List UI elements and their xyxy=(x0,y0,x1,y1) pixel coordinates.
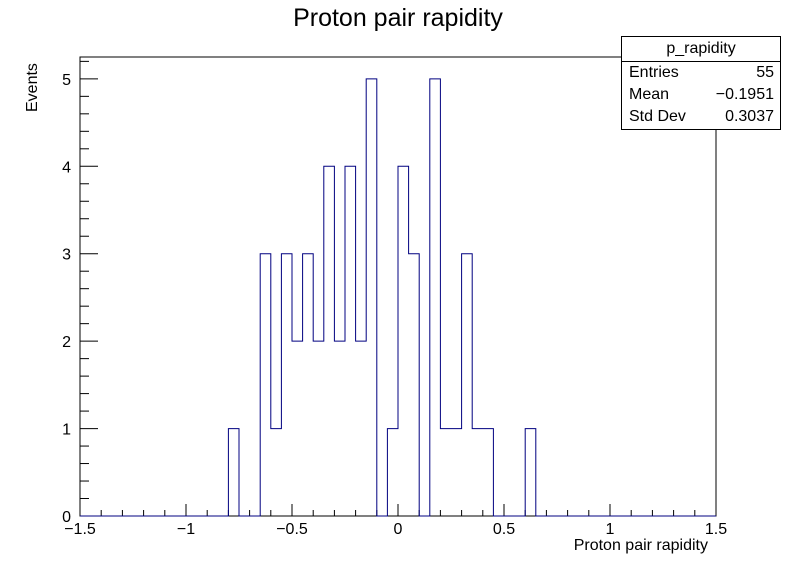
histogram-bin xyxy=(356,341,367,516)
x-tick-label: −0.5 xyxy=(276,521,308,538)
x-axis-label: Proton pair rapidity xyxy=(573,537,708,554)
y-tick-label: 1 xyxy=(62,422,71,439)
histogram-bin xyxy=(483,429,494,516)
x-tick-label: 0.5 xyxy=(493,521,515,538)
stats-entries-value: 55 xyxy=(756,64,774,81)
histogram-bin xyxy=(260,254,271,516)
stats-entries-label: Entries xyxy=(629,64,679,81)
x-tick-label: 1.5 xyxy=(705,521,727,538)
x-tick-label: −1 xyxy=(177,521,195,538)
stats-stddev-value: 0.3037 xyxy=(725,108,774,125)
histogram-bin xyxy=(430,79,441,516)
histogram-bin xyxy=(281,254,292,516)
y-tick-label: 5 xyxy=(62,72,71,89)
stats-entries-row: Entries 55 xyxy=(622,62,780,84)
histogram-bin xyxy=(345,166,356,516)
histogram-bin xyxy=(228,429,239,516)
y-tick-label: 4 xyxy=(62,159,71,176)
histogram-bin xyxy=(366,79,377,516)
x-tick-label: −1.5 xyxy=(64,521,96,538)
stats-box-title: p_rapidity xyxy=(622,37,780,62)
stats-stddev-label: Std Dev xyxy=(629,108,686,125)
histogram-bin xyxy=(387,429,398,516)
stats-box: p_rapidity Entries 55 Mean −0.1951 Std D… xyxy=(621,36,781,130)
histogram-bin xyxy=(334,341,345,516)
histogram-bin xyxy=(525,429,536,516)
histogram-bin xyxy=(462,254,473,516)
y-tick-label: 2 xyxy=(62,334,71,351)
stats-mean-value: −0.1951 xyxy=(715,86,774,103)
stats-mean-row: Mean −0.1951 xyxy=(622,84,780,106)
x-tick-label: 1 xyxy=(606,521,615,538)
histogram-bin xyxy=(313,341,324,516)
histogram-bin xyxy=(451,429,462,516)
histogram-bin xyxy=(271,429,282,516)
histogram-bin xyxy=(303,254,314,516)
histogram-bin xyxy=(324,166,335,516)
y-tick-label: 0 xyxy=(62,509,71,526)
chart-title: Proton pair rapidity xyxy=(293,4,503,32)
histogram-bin xyxy=(440,429,451,516)
x-tick-label: 0 xyxy=(394,521,403,538)
histogram-bin xyxy=(409,254,420,516)
histogram-outline xyxy=(80,78,716,517)
y-tick-label: 3 xyxy=(62,247,71,264)
histogram-bin xyxy=(398,166,409,516)
histogram-bin xyxy=(472,429,483,516)
stats-stddev-row: Std Dev 0.3037 xyxy=(622,106,780,128)
stats-mean-label: Mean xyxy=(629,86,670,103)
histogram-bin xyxy=(292,341,303,516)
